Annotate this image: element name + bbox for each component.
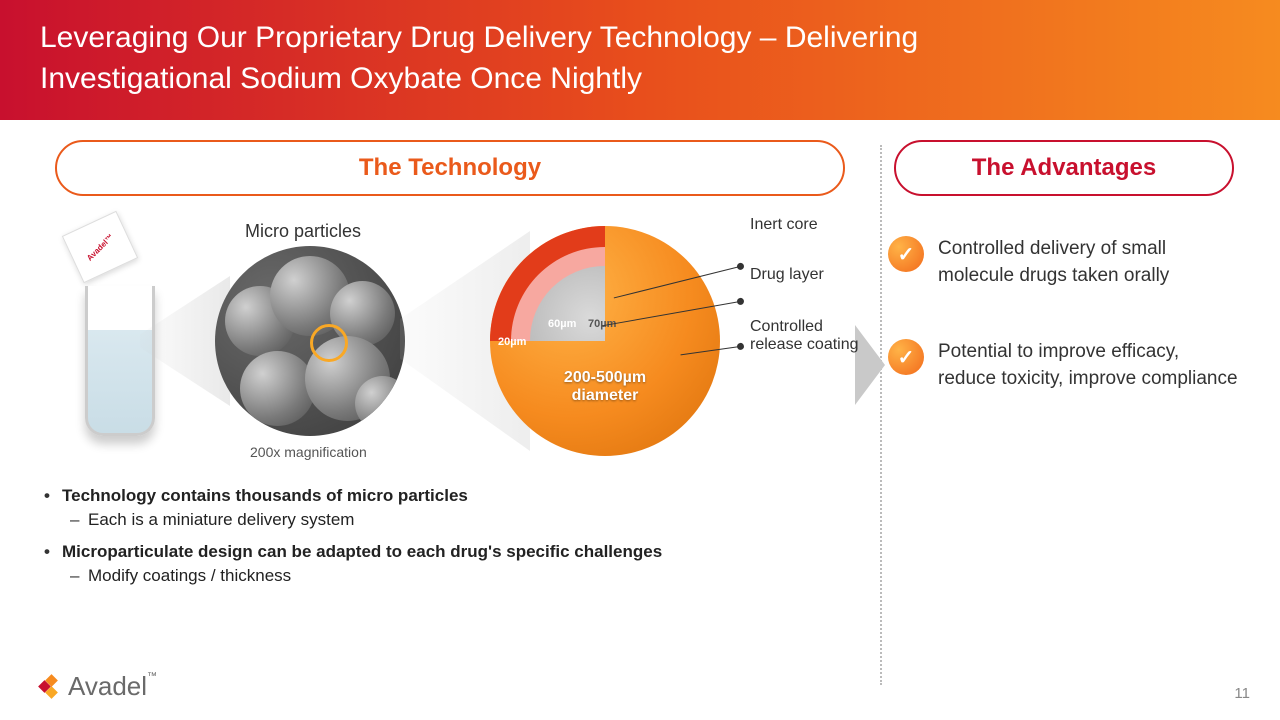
bullet-2: Microparticulate design can be adapted t…	[40, 542, 860, 586]
slide-header: Leveraging Our Proprietary Drug Delivery…	[0, 0, 1280, 120]
check-icon: ✓	[888, 339, 924, 375]
advantage-text-1: Controlled delivery of small molecule dr…	[938, 236, 1240, 289]
technology-pill: The Technology	[55, 140, 845, 196]
bullet-1: Technology contains thousands of micro p…	[40, 486, 860, 530]
bullet-1-sub: Each is a miniature delivery system	[62, 510, 860, 530]
technology-bullets: Technology contains thousands of micro p…	[40, 486, 860, 586]
microparticles-image	[215, 246, 405, 436]
bullet-2-sub: Modify coatings / thickness	[62, 566, 860, 586]
content-area: The Technology Avadel™ Micro particles 2…	[0, 120, 1280, 660]
packet-illustration: Avadel™	[62, 211, 138, 283]
technology-column: The Technology Avadel™ Micro particles 2…	[40, 140, 860, 660]
magnification-label: 200x magnification	[250, 444, 367, 460]
glass-icon	[85, 286, 155, 436]
diagram-area: Avadel™ Micro particles 200x magnificati…	[40, 216, 860, 476]
title-line-1: Leveraging Our Proprietary Drug Delivery…	[40, 21, 918, 54]
title-line-2: Investigational Sodium Oxybate Once Nigh…	[40, 62, 642, 95]
highlight-ring-icon	[310, 324, 348, 362]
check-icon: ✓	[888, 236, 924, 272]
callout-drug-layer: Drug layer	[750, 266, 824, 284]
size-label-2: 60µm	[548, 318, 576, 330]
slide-title: Leveraging Our Proprietary Drug Delivery…	[40, 18, 1240, 99]
size-label-1: 20µm	[498, 336, 526, 348]
packet-brand: Avadel™	[85, 232, 115, 262]
particle-cutaway: 20µm 60µm 70µm 200-500µm diameter	[490, 226, 720, 456]
logo-text: Avadel™	[68, 671, 157, 702]
callout-inert-core: Inert core	[750, 216, 818, 234]
micro-particles-label: Micro particles	[245, 221, 361, 242]
diameter-label: 200-500µm diameter	[564, 369, 646, 405]
logo-mark-icon	[40, 676, 62, 698]
advantage-text-2: Potential to improve efficacy, reduce to…	[938, 339, 1240, 392]
advantage-item-2: ✓ Potential to improve efficacy, reduce …	[888, 339, 1240, 392]
footer-logo: Avadel™	[40, 671, 157, 702]
advantages-pill: The Advantages	[894, 140, 1234, 196]
callout-controlled-release: Controlled release coating	[750, 318, 859, 354]
page-number: 11	[1234, 685, 1250, 702]
advantage-item-1: ✓ Controlled delivery of small molecule …	[888, 236, 1240, 289]
advantages-column: The Advantages ✓ Controlled delivery of …	[860, 140, 1240, 660]
